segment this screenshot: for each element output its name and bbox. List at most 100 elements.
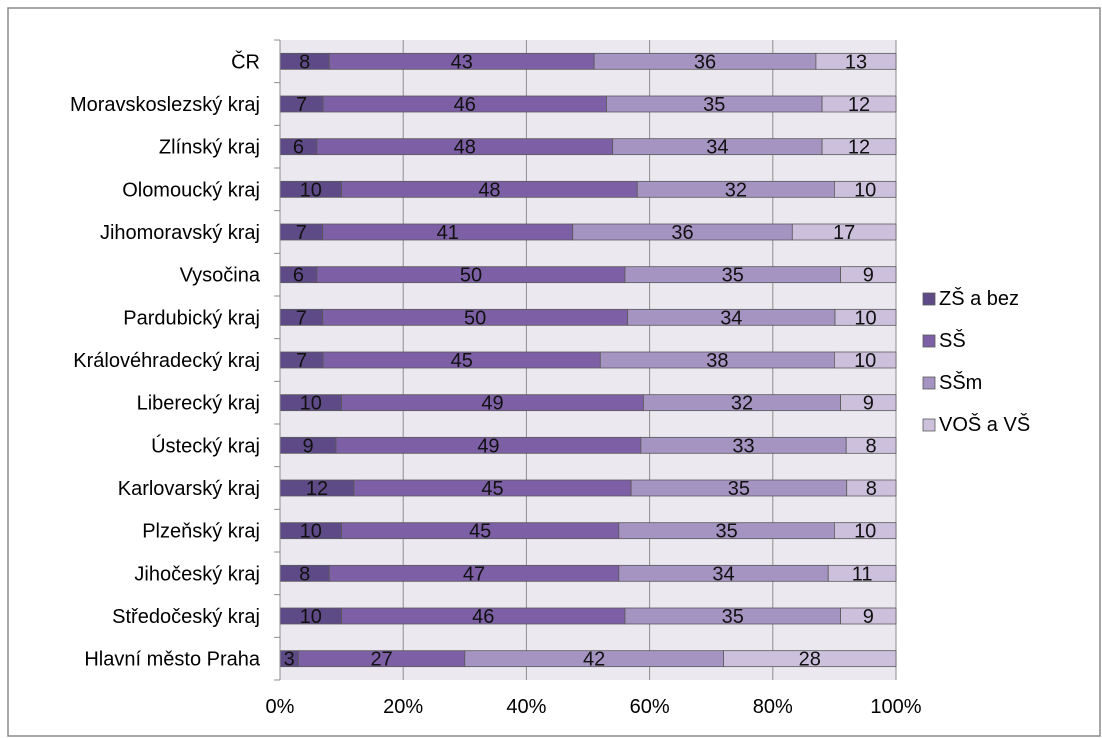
data-label: 12 [848, 94, 870, 116]
legend: ZŠ a bez SŠ SŠm VOŠ a VŠ [922, 287, 1030, 436]
data-label: 35 [728, 478, 750, 500]
bar-segment [815, 52, 897, 70]
data-label: 34 [720, 307, 742, 329]
data-label: 10 [300, 179, 322, 201]
data-label: 35 [722, 606, 744, 628]
data-label: 43 [451, 51, 473, 73]
x-tick-label: 20% [383, 696, 423, 718]
data-label: 48 [454, 137, 476, 159]
legend-swatch [922, 418, 936, 432]
bar-segment [834, 522, 897, 540]
data-label: 10 [300, 606, 322, 628]
data-label: 50 [460, 265, 482, 287]
data-label: 50 [464, 307, 486, 329]
bar-segment [840, 394, 897, 412]
legend-label: SŠ [939, 329, 966, 352]
x-tick-label: 80% [753, 696, 793, 718]
category-label: Liberecký kraj [137, 393, 260, 415]
data-label: 10 [854, 350, 876, 372]
legend-swatch [922, 334, 936, 348]
data-label: 36 [671, 222, 693, 244]
category-label: Olomoucký kraj [122, 179, 260, 201]
data-label: 7 [296, 222, 307, 244]
category-label: Středočeský kraj [112, 606, 260, 628]
bar-segment [821, 95, 897, 113]
x-tick-label: 100% [870, 696, 921, 718]
bar-segment [834, 180, 897, 198]
bar-segment [791, 223, 897, 241]
category-label: Vysočina [180, 265, 261, 287]
data-label: 35 [722, 265, 744, 287]
data-label: 45 [481, 478, 503, 500]
data-label: 32 [725, 179, 747, 201]
data-label: 9 [863, 606, 874, 628]
legend-label: SŠm [939, 371, 982, 394]
bar-segment [840, 266, 897, 284]
axes: 0% 20% 40% 60% 80% 100% ČR Moravskoslezský kraj… [70, 39, 922, 718]
data-label: 38 [706, 350, 728, 372]
x-tick-label: 0% [266, 696, 295, 718]
data-label: 49 [477, 435, 499, 457]
data-label: 9 [863, 265, 874, 287]
bar-segment [834, 308, 897, 326]
category-label: Moravskoslezský kraj [70, 94, 260, 116]
data-label: 41 [437, 222, 459, 244]
data-label: 8 [866, 435, 877, 457]
legend-label: VOŠ a VŠ [939, 413, 1030, 436]
data-label: 10 [854, 307, 876, 329]
x-tick-label: 40% [506, 696, 546, 718]
data-label: 48 [478, 179, 500, 201]
data-label: 10 [854, 179, 876, 201]
legend-label: ZŠ a bez [939, 287, 1019, 310]
data-label: 7 [296, 307, 307, 329]
bar-segment [821, 138, 897, 156]
data-label: 27 [371, 649, 393, 671]
data-label: 10 [300, 521, 322, 543]
data-label: 8 [866, 478, 877, 500]
category-label: Královéhradecký kraj [73, 350, 260, 372]
legend-swatch [922, 292, 936, 306]
category-label: Ústecký kraj [151, 434, 260, 457]
data-label: 46 [454, 94, 476, 116]
data-label: 34 [712, 563, 734, 585]
data-label: 42 [583, 649, 605, 671]
data-label: 36 [694, 51, 716, 73]
category-label: Karlovarský kraj [118, 478, 260, 500]
bar-segment [834, 351, 897, 369]
category-label: Zlínský kraj [159, 137, 260, 159]
data-label: 46 [472, 606, 494, 628]
data-label: 7 [296, 350, 307, 372]
data-label: 10 [854, 521, 876, 543]
bar-segment [840, 607, 897, 625]
category-label: Jihočeský kraj [134, 563, 260, 585]
data-label: 49 [481, 393, 503, 415]
data-label: 3 [284, 649, 295, 671]
bars: 8 43 36 13 7 46 35 12 6 48 34 12 10 48 32 10 7 41 36 17 6 50 3… [279, 51, 897, 671]
data-label: 9 [302, 435, 313, 457]
data-label: 6 [293, 137, 304, 159]
category-label: Hlavní město Praha [84, 649, 261, 671]
category-label: Jihomoravský kraj [100, 222, 260, 244]
data-label: 7 [296, 94, 307, 116]
category-label: ČR [231, 50, 260, 73]
data-label: 33 [732, 435, 754, 457]
data-label: 45 [451, 350, 473, 372]
data-label: 47 [463, 563, 485, 585]
bar-segment [845, 436, 897, 454]
category-label: Pardubický kraj [123, 307, 260, 329]
data-label: 9 [863, 393, 874, 415]
data-label: 17 [833, 222, 855, 244]
data-label: 12 [306, 478, 328, 500]
data-label: 11 [852, 563, 873, 585]
data-label: 34 [706, 137, 728, 159]
data-label: 35 [703, 94, 725, 116]
category-label: Plzeňský kraj [142, 521, 260, 543]
legend-swatch [922, 376, 936, 390]
data-label: 12 [848, 137, 870, 159]
data-label: 28 [799, 649, 821, 671]
data-label: 6 [293, 265, 304, 287]
data-label: 8 [299, 51, 310, 73]
data-label: 13 [845, 51, 867, 73]
data-label: 45 [469, 521, 491, 543]
